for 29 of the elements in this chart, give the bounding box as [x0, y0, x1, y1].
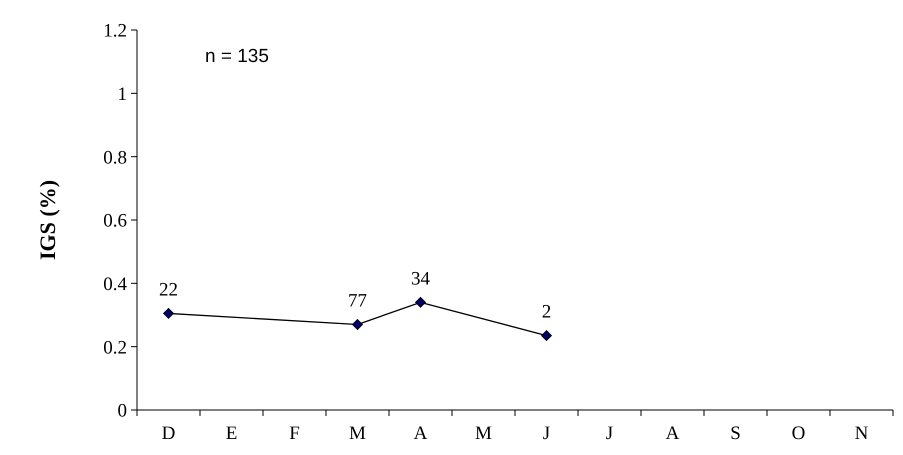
annotation: 2: [542, 302, 552, 323]
annotation: 77: [348, 290, 367, 312]
annotation: n = 135: [205, 46, 269, 67]
y-tick-label: 0.4: [103, 274, 128, 295]
x-tick-label: J: [542, 423, 550, 444]
x-tick-label: S: [730, 423, 741, 444]
x-tick-label: M: [349, 423, 366, 444]
x-tick-label: F: [289, 423, 300, 444]
y-tick-label: 1.2: [103, 20, 127, 42]
x-tick-label: A: [414, 423, 428, 444]
point: [541, 330, 552, 341]
point: [415, 296, 426, 308]
annotation: 22: [159, 279, 178, 300]
x-tick-label: N: [854, 423, 869, 444]
y-tick-label: 0.8: [103, 147, 127, 168]
annotation: 34: [411, 268, 430, 290]
x-tick-label: D: [162, 423, 176, 444]
x-tick-label: A: [666, 423, 680, 444]
y-tick-label: 0.6: [103, 210, 127, 232]
x-tick-label: O: [792, 423, 806, 444]
point: [352, 319, 363, 330]
y-tick-label: 0.2: [103, 337, 127, 358]
y-tick-label: 0: [118, 400, 127, 422]
x-tick-label: J: [606, 423, 614, 444]
x-tick-label: E: [226, 423, 238, 444]
y-tick-label: 1: [118, 84, 127, 105]
y-axis-title: IGS (%): [35, 180, 60, 260]
point: [163, 308, 174, 319]
x-tick-label: M: [475, 423, 492, 444]
